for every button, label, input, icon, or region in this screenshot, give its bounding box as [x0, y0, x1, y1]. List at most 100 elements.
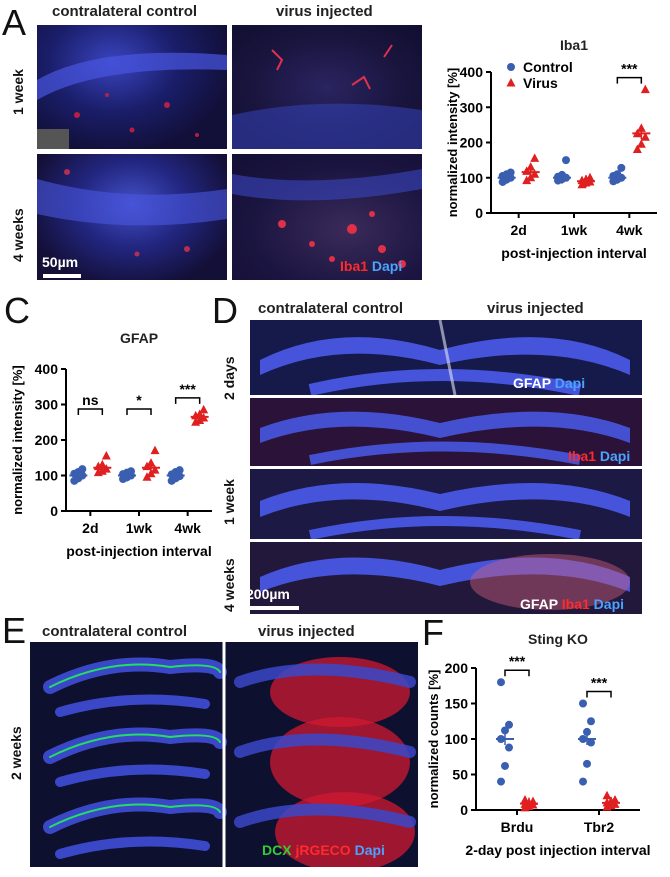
y-tick-label: 300 [460, 99, 484, 115]
micrograph-e [30, 642, 418, 867]
panel-d-header-control: contralateral control [258, 300, 404, 317]
y-tick-label: 0 [475, 205, 483, 221]
data-point-control [497, 777, 505, 786]
data-point-control [617, 163, 626, 172]
data-point-virus [530, 153, 540, 162]
scale-bar-a [43, 274, 81, 278]
significance-bracket [174, 397, 201, 404]
data-point-virus [150, 445, 160, 455]
data-point-virus [640, 84, 650, 94]
x-axis-label: 2-day post injection interval [465, 842, 650, 858]
data-point-control [562, 156, 570, 165]
y-tick-label: 100 [445, 731, 469, 747]
x-tick-label: Brdu [501, 819, 534, 835]
significance-bracket [616, 76, 643, 84]
panel-d-header-virus: virus injected [487, 300, 584, 317]
significance-label: *** [591, 675, 608, 691]
data-point-virus [150, 465, 160, 474]
chart-title: Sting KO [528, 631, 588, 647]
panel-d-stain-row1: GFAP Dapi [513, 375, 586, 391]
data-point-control [579, 699, 587, 708]
panel-letter-c: C [4, 290, 30, 331]
data-point-control [127, 467, 135, 476]
panel-d-row-label-1week: 1 week [221, 479, 237, 525]
y-tick-label: 300 [35, 397, 59, 413]
x-axis-label: post-injection interval [66, 543, 211, 559]
panel-a-header-control: contralateral control [52, 3, 198, 20]
x-tick-label: 2d [510, 222, 526, 238]
data-point-control [506, 168, 515, 177]
significance-label: * [136, 392, 142, 408]
micrograph-a-virus-4weeks [232, 154, 422, 280]
panel-e-header-control: contralateral control [42, 623, 188, 640]
data-point-virus [520, 795, 530, 804]
data-point-virus [522, 175, 532, 185]
panel-d-stain-row4: GFAP Iba1 Dapi [520, 596, 625, 612]
legend-marker-virus [506, 78, 516, 87]
significance-label: *** [179, 381, 196, 397]
micrograph-a-control-4weeks [37, 154, 227, 280]
micrograph-d-1week [250, 469, 642, 539]
data-point-virus [199, 404, 209, 414]
y-axis-label: normalized intensity [%] [10, 365, 25, 515]
data-point-control [175, 466, 184, 475]
y-axis-label: normalized counts [%] [426, 670, 441, 809]
chart-f: Sting KO 0 50 100 150 200 Brdu Tbr2 2-day post i… [426, 631, 651, 858]
panel-letter-d: D [212, 290, 238, 331]
micrograph-d-4weeks [250, 542, 642, 614]
x-tick-label: 4wk [616, 222, 643, 238]
data-point-virus [101, 450, 111, 460]
panel-d-row-label-4weeks: 4 weeks [221, 558, 237, 612]
y-tick-label: 50 [452, 767, 468, 783]
data-point-control [583, 759, 591, 768]
y-tick-label: 200 [35, 432, 59, 448]
x-tick-label: 2d [82, 520, 98, 536]
x-tick-label: 4wk [174, 520, 201, 536]
panel-d-stain-row2: Iba1 Dapi [568, 448, 631, 464]
data-point-control [505, 743, 513, 752]
data-point-virus [585, 172, 595, 182]
y-tick-label: 400 [35, 361, 59, 377]
y-axis-label: normalized intensity [%] [445, 68, 460, 218]
data-point-control [78, 465, 87, 474]
significance-bracket [77, 408, 104, 415]
y-tick-label: 150 [445, 696, 469, 712]
y-tick-label: 200 [460, 135, 484, 151]
y-tick-label: 400 [460, 64, 484, 80]
panel-a-row-label-1week: 1 week [10, 69, 26, 115]
significance-bracket [504, 669, 530, 677]
legend-label-virus: Virus [523, 75, 558, 91]
data-point-control [587, 738, 595, 747]
data-point-virus [632, 144, 642, 154]
panel-e-row-label-2weeks: 2 weeks [8, 726, 24, 780]
panel-e-header-virus: virus injected [258, 623, 355, 640]
panel-a-row-label-4weeks: 4 weeks [10, 208, 26, 262]
data-point-control [587, 717, 595, 726]
significance-bracket [126, 408, 152, 415]
legend-label-control: Control [523, 59, 573, 75]
legend-marker-control [507, 63, 515, 71]
panel-letter-f: F [422, 612, 444, 653]
data-point-virus [610, 795, 620, 804]
data-point-virus [530, 169, 540, 178]
data-point-control [583, 727, 591, 736]
y-tick-label: 100 [35, 468, 59, 484]
data-point-virus [640, 132, 650, 141]
micrograph-a-virus-1week [232, 25, 422, 149]
scale-bar-d-label: 200µm [246, 586, 290, 602]
y-tick-label: 0 [460, 802, 468, 818]
chart-c: GFAP 0 100 200 300 400 2d 1wk 4wk post-injection … [10, 330, 212, 559]
y-tick-label: 200 [445, 660, 469, 676]
data-point-control [579, 777, 587, 786]
panel-a-header-virus: virus injected [276, 3, 373, 20]
x-tick-label: 1wk [561, 222, 588, 238]
data-point-virus [636, 139, 646, 148]
x-axis-label: post-injection interval [501, 245, 646, 261]
significance-label: *** [621, 61, 638, 77]
x-tick-label: Tbr2 [584, 819, 615, 835]
significance-bracket [586, 690, 612, 698]
data-point-control [501, 761, 509, 770]
significance-label: ns [82, 392, 99, 408]
panel-letter-a: A [2, 2, 27, 43]
scale-bar-a-label: 50µm [42, 254, 79, 270]
